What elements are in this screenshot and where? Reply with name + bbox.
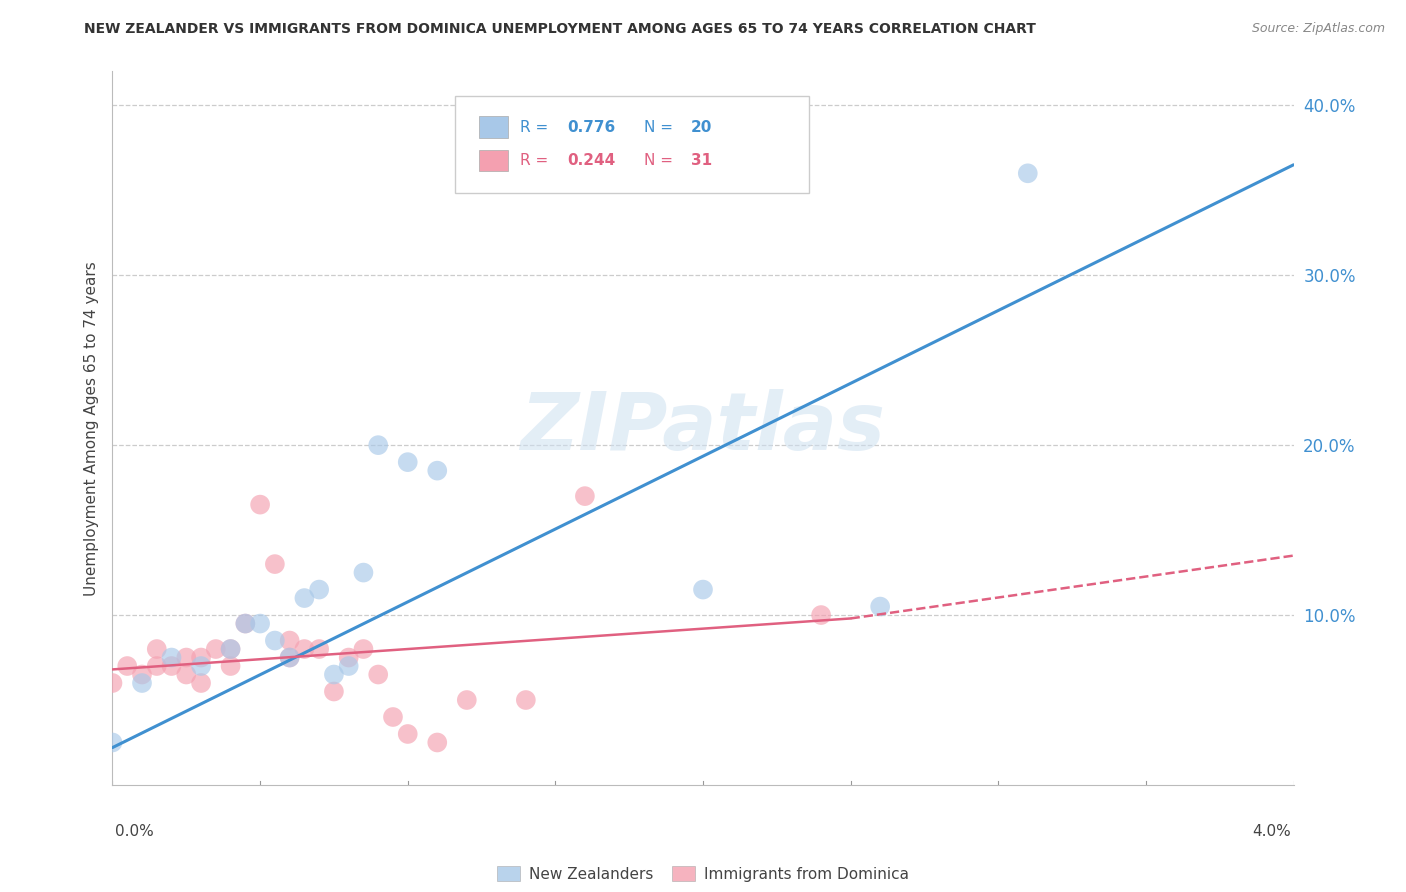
Point — [233, 616, 256, 631]
Y-axis label: Unemployment Among Ages 65 to 74 years: Unemployment Among Ages 65 to 74 years — [83, 260, 98, 596]
Point — [382, 710, 405, 724]
Point — [456, 693, 478, 707]
Point — [190, 676, 212, 690]
Point — [117, 659, 138, 673]
Text: 0.0%: 0.0% — [115, 824, 155, 838]
Text: R =: R = — [520, 120, 548, 135]
Point — [174, 667, 197, 681]
Point — [205, 642, 228, 657]
Point — [292, 591, 315, 605]
Point — [692, 582, 714, 597]
Text: 0.776: 0.776 — [567, 120, 616, 135]
Point — [101, 735, 124, 749]
Text: N =: N = — [644, 153, 673, 168]
Point — [869, 599, 891, 614]
Point — [190, 659, 212, 673]
Point — [219, 642, 242, 657]
Point — [337, 650, 360, 665]
Point — [146, 642, 169, 657]
Point — [249, 498, 271, 512]
Text: ZIPatlas: ZIPatlas — [520, 389, 886, 467]
Point — [367, 438, 389, 452]
Point — [131, 676, 153, 690]
Point — [337, 659, 360, 673]
Point — [278, 650, 301, 665]
Text: 20: 20 — [692, 120, 713, 135]
Text: 0.244: 0.244 — [567, 153, 616, 168]
Text: R =: R = — [520, 153, 548, 168]
Point — [396, 455, 419, 469]
Point — [352, 566, 374, 580]
Point — [278, 633, 301, 648]
Point — [264, 557, 287, 571]
Legend: New Zealanders, Immigrants from Dominica: New Zealanders, Immigrants from Dominica — [491, 860, 915, 888]
Point — [160, 650, 183, 665]
Point — [308, 642, 330, 657]
FancyBboxPatch shape — [478, 150, 508, 171]
Text: Source: ZipAtlas.com: Source: ZipAtlas.com — [1251, 22, 1385, 36]
Point — [1017, 166, 1039, 180]
Point — [426, 735, 449, 749]
Point — [810, 608, 832, 623]
Point — [574, 489, 596, 503]
Point — [367, 667, 389, 681]
Point — [308, 582, 330, 597]
Point — [249, 616, 271, 631]
Point — [352, 642, 374, 657]
Point — [515, 693, 537, 707]
Point — [146, 659, 169, 673]
Point — [174, 650, 197, 665]
Point — [101, 676, 124, 690]
Point — [323, 684, 346, 698]
Text: 31: 31 — [692, 153, 713, 168]
Point — [160, 659, 183, 673]
Point — [233, 616, 256, 631]
FancyBboxPatch shape — [456, 96, 810, 193]
Point — [219, 659, 242, 673]
Point — [219, 642, 242, 657]
Point — [292, 642, 315, 657]
Text: NEW ZEALANDER VS IMMIGRANTS FROM DOMINICA UNEMPLOYMENT AMONG AGES 65 TO 74 YEARS: NEW ZEALANDER VS IMMIGRANTS FROM DOMINIC… — [84, 22, 1036, 37]
Text: N =: N = — [644, 120, 673, 135]
Text: 4.0%: 4.0% — [1251, 824, 1291, 838]
Point — [426, 464, 449, 478]
Point — [323, 667, 346, 681]
Point — [131, 667, 153, 681]
Point — [190, 650, 212, 665]
Point — [396, 727, 419, 741]
Point — [278, 650, 301, 665]
Point — [264, 633, 287, 648]
FancyBboxPatch shape — [478, 116, 508, 137]
